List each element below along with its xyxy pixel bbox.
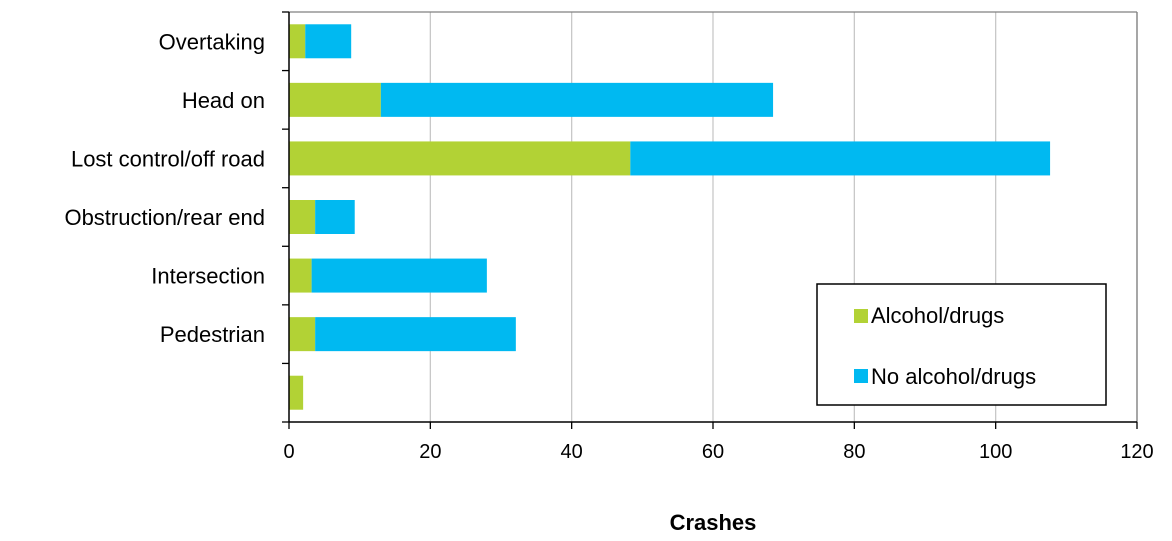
bar-pedestrian-series-0 xyxy=(289,317,316,352)
y-category-label-pedestrian: Pedestrian xyxy=(160,322,265,347)
y-category-label-lost-control-off-road: Lost control/off road xyxy=(71,146,265,171)
bar-intersection-series-1 xyxy=(311,258,487,293)
legend-swatch-alcohol-drugs xyxy=(854,309,868,323)
legend-swatch-no-alcohol-drugs xyxy=(854,369,868,383)
y-category-label-head-on: Head on xyxy=(182,88,265,113)
y-category-label-overtaking: Overtaking xyxy=(159,29,265,54)
x-tick-label-40: 40 xyxy=(561,441,583,463)
y-category-label-obstruction-rear-end: Obstruction/rear end xyxy=(64,205,265,230)
bar-overtaking-series-0 xyxy=(289,24,306,59)
x-tick-label-60: 60 xyxy=(702,441,724,463)
bar-intersection-series-0 xyxy=(289,258,312,293)
bar-head-on-series-1 xyxy=(380,82,774,117)
legend: Alcohol/drugs No alcohol/drugs xyxy=(816,283,1107,406)
x-axis-title: Crashes xyxy=(670,510,757,535)
bar-lost-control-off-road-series-0 xyxy=(289,141,631,176)
bar-pedestrian-series-1 xyxy=(315,317,516,352)
gridlines xyxy=(289,11,1138,422)
bar-lost-control-off-road-series-1 xyxy=(630,141,1051,176)
axes: 0 20 40 60 80 100 120 Overtaking Head on Lost con… xyxy=(64,11,1154,463)
bar-unlabeled-series-0 xyxy=(289,375,304,410)
bar-overtaking-series-1 xyxy=(305,24,352,59)
bar-obstruction-rear-end-series-1 xyxy=(315,200,355,234)
x-tick-label-0: 0 xyxy=(283,441,294,463)
legend-box xyxy=(816,283,1107,406)
x-tick-label-100: 100 xyxy=(979,441,1012,463)
x-tick-label-20: 20 xyxy=(419,441,441,463)
y-category-label-intersection: Intersection xyxy=(151,264,265,289)
bars xyxy=(289,24,1051,410)
bar-head-on-series-0 xyxy=(289,82,381,117)
x-tick-label-80: 80 xyxy=(843,441,865,463)
legend-label-no-alcohol-drugs: No alcohol/drugs xyxy=(871,364,1036,389)
x-tick-label-120: 120 xyxy=(1120,441,1153,463)
legend-label-alcohol-drugs: Alcohol/drugs xyxy=(871,303,1004,328)
bar-obstruction-rear-end-series-0 xyxy=(289,200,316,234)
